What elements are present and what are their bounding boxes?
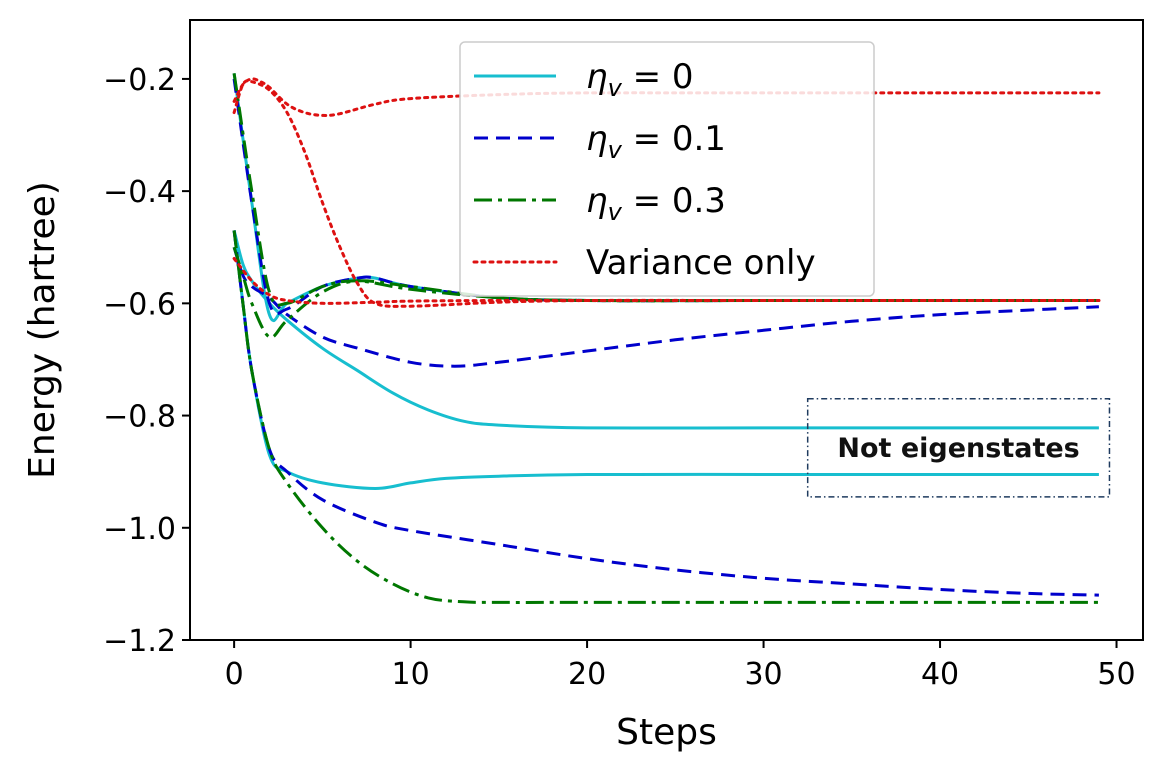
tick-layer: 0 10 20 30 40 50 −1.2 −1.0 −0.8 −0.6 −0.4 −0.2	[103, 63, 1135, 692]
series-line-6	[232, 230, 1099, 597]
annotation-text: Not eigenstates	[837, 433, 1079, 464]
y-tick-label: −1.2	[103, 624, 176, 659]
series-line-7	[232, 73, 1099, 307]
y-tick-label: −1.0	[103, 512, 176, 547]
plot-frame	[189, 19, 1144, 641]
x-tick-label: 40	[921, 657, 959, 692]
legend-label-3: ηv = 0.3	[586, 181, 726, 226]
y-axis-title: Energy (hartree)	[22, 181, 63, 479]
legend-label-4: Variance only	[586, 243, 816, 283]
annotation-box: Not eigenstates	[806, 397, 1111, 498]
y-tick-label: −0.6	[103, 287, 176, 322]
legend-box	[459, 41, 875, 297]
series-line-11	[232, 79, 1101, 308]
x-tick-label: 0	[225, 657, 244, 692]
series-layer	[232, 73, 1101, 604]
y-tick-label: −0.4	[103, 175, 176, 210]
y-tick-label: −0.8	[103, 400, 176, 435]
x-tick-label: 10	[392, 657, 430, 692]
x-tick-label: 20	[568, 657, 606, 692]
x-tick-label: 50	[1097, 657, 1135, 692]
legend-label-1: ηv = 0	[586, 57, 694, 102]
series-line-9	[232, 230, 1099, 604]
legend-label-2: ηv = 0.1	[586, 119, 726, 164]
annotation-rect	[806, 397, 1111, 498]
x-tick-label: 30	[744, 657, 782, 692]
legend: ηv = 0 ηv = 0.1 ηv = 0.3 Variance only	[459, 41, 875, 297]
series-line-5	[232, 246, 1099, 368]
x-axis-title: Steps	[616, 712, 717, 753]
y-tick-label: −0.2	[103, 63, 176, 98]
series-line-12	[232, 257, 1101, 305]
